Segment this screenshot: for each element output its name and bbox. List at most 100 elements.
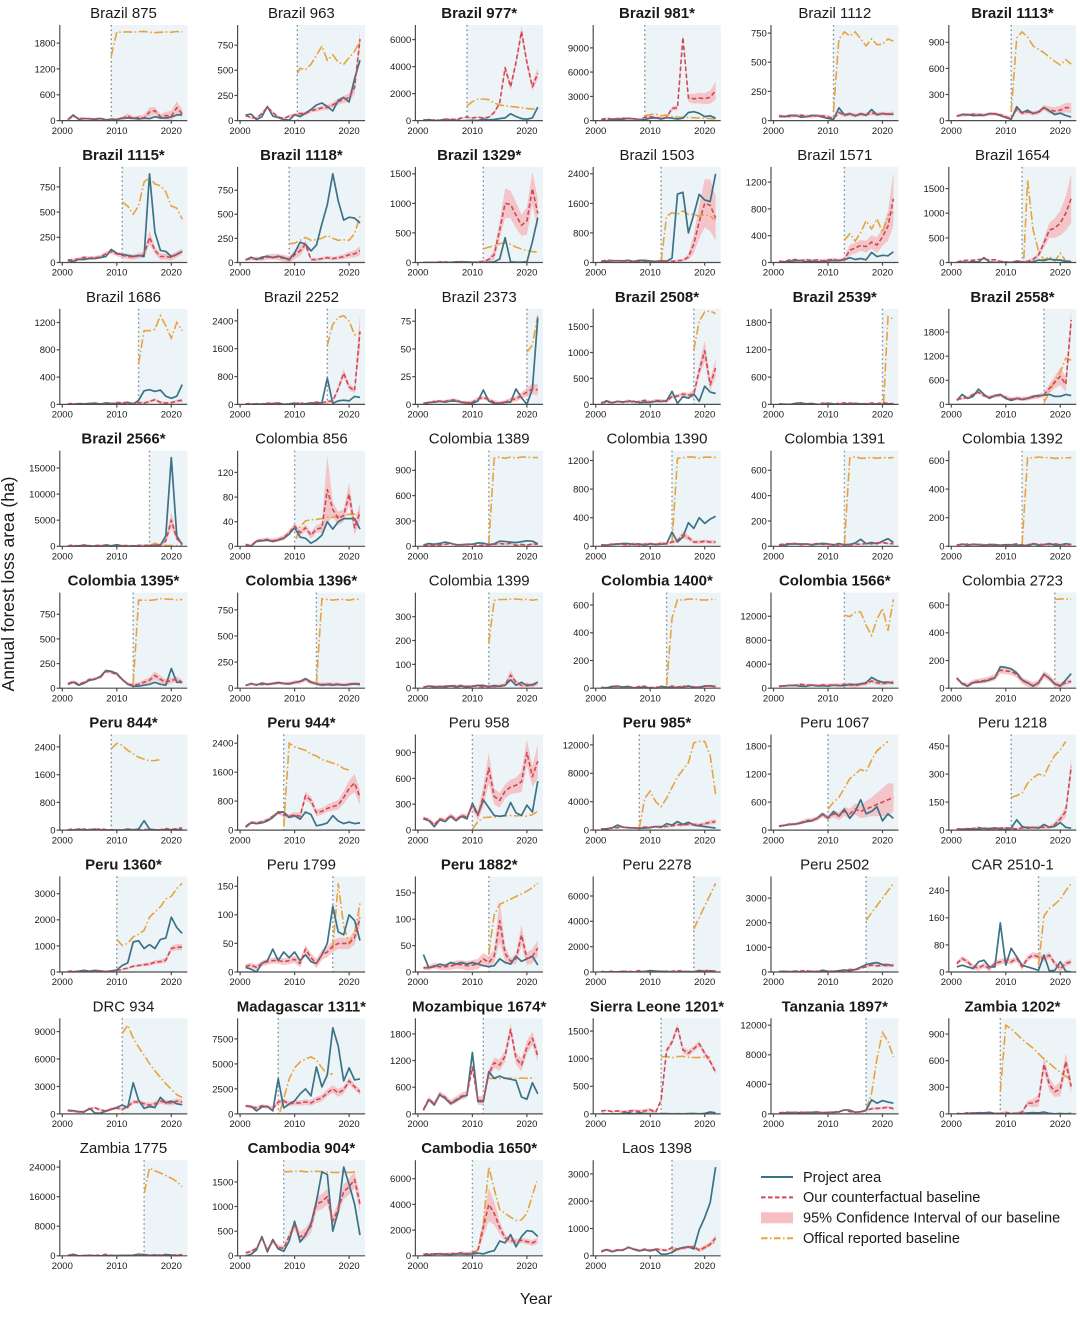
svg-text:Brazil 1113*: Brazil 1113* xyxy=(971,5,1054,22)
svg-text:2000: 2000 xyxy=(585,977,606,988)
svg-text:600: 600 xyxy=(395,774,411,785)
svg-text:150: 150 xyxy=(218,882,234,893)
svg-text:1000: 1000 xyxy=(746,943,767,954)
svg-text:3000: 3000 xyxy=(34,889,55,900)
svg-text:Brazil 1112: Brazil 1112 xyxy=(798,5,871,22)
svg-text:2020: 2020 xyxy=(1050,693,1071,704)
svg-text:500: 500 xyxy=(218,631,234,642)
svg-text:2010: 2010 xyxy=(462,268,483,279)
svg-text:250: 250 xyxy=(218,234,234,245)
svg-text:400: 400 xyxy=(573,628,589,639)
svg-text:600: 600 xyxy=(929,376,945,387)
svg-text:900: 900 xyxy=(395,748,411,759)
svg-text:2010: 2010 xyxy=(995,977,1016,988)
svg-text:500: 500 xyxy=(751,58,767,69)
svg-text:Brazil 2252: Brazil 2252 xyxy=(264,289,339,306)
svg-text:0: 0 xyxy=(228,826,233,837)
svg-text:0: 0 xyxy=(939,116,944,127)
svg-text:750: 750 xyxy=(218,41,234,52)
svg-text:6000: 6000 xyxy=(390,1174,411,1185)
svg-text:2020: 2020 xyxy=(339,410,360,421)
svg-text:2000: 2000 xyxy=(746,918,767,929)
svg-text:2020: 2020 xyxy=(516,126,537,137)
svg-text:800: 800 xyxy=(40,798,56,809)
svg-text:Colombia 2723: Colombia 2723 xyxy=(962,573,1063,590)
svg-text:0: 0 xyxy=(762,258,767,269)
svg-text:2010: 2010 xyxy=(995,410,1016,421)
svg-text:Our counterfactual baseline: Our counterfactual baseline xyxy=(803,1190,980,1206)
svg-text:2010: 2010 xyxy=(462,835,483,846)
svg-text:2010: 2010 xyxy=(284,1261,305,1272)
svg-text:0: 0 xyxy=(584,1251,589,1262)
svg-text:3000: 3000 xyxy=(746,894,767,905)
svg-text:2020: 2020 xyxy=(872,410,893,421)
svg-text:Cambodia 1650*: Cambodia 1650* xyxy=(421,1140,537,1157)
svg-text:0: 0 xyxy=(584,116,589,127)
svg-text:2020: 2020 xyxy=(694,977,715,988)
svg-text:Tanzania 1897*: Tanzania 1897* xyxy=(782,998,889,1015)
svg-text:2020: 2020 xyxy=(694,1119,715,1130)
svg-text:2020: 2020 xyxy=(872,126,893,137)
svg-text:2000: 2000 xyxy=(585,693,606,704)
svg-text:1000: 1000 xyxy=(568,348,589,359)
svg-text:Year: Year xyxy=(520,1291,553,1308)
svg-text:4000: 4000 xyxy=(746,1080,767,1091)
svg-text:2000: 2000 xyxy=(52,835,73,846)
svg-text:4000: 4000 xyxy=(568,797,589,808)
svg-text:3000: 3000 xyxy=(34,1082,55,1093)
svg-text:2010: 2010 xyxy=(284,126,305,137)
svg-text:2020: 2020 xyxy=(161,410,182,421)
svg-text:2000: 2000 xyxy=(585,1261,606,1272)
svg-text:0: 0 xyxy=(406,684,411,695)
svg-text:1000: 1000 xyxy=(390,199,411,210)
svg-text:2020: 2020 xyxy=(872,1119,893,1130)
svg-text:500: 500 xyxy=(40,634,56,645)
svg-text:Peru 844*: Peru 844* xyxy=(89,715,158,732)
svg-text:2000: 2000 xyxy=(390,89,411,100)
svg-text:2010: 2010 xyxy=(462,977,483,988)
svg-text:50: 50 xyxy=(223,939,234,950)
svg-text:Brazil 2558*: Brazil 2558* xyxy=(970,289,1054,306)
svg-text:2010: 2010 xyxy=(284,552,305,563)
svg-text:0: 0 xyxy=(50,1251,55,1262)
svg-text:1200: 1200 xyxy=(568,456,589,467)
svg-text:2010: 2010 xyxy=(817,410,838,421)
svg-text:400: 400 xyxy=(929,485,945,496)
svg-text:1500: 1500 xyxy=(390,169,411,180)
svg-text:250: 250 xyxy=(751,87,767,98)
svg-text:2020: 2020 xyxy=(1050,835,1071,846)
svg-text:240: 240 xyxy=(929,886,945,897)
svg-text:2000: 2000 xyxy=(941,552,962,563)
svg-text:160: 160 xyxy=(929,913,945,924)
svg-text:Brazil 2508*: Brazil 2508* xyxy=(615,289,699,306)
svg-text:2010: 2010 xyxy=(640,693,661,704)
svg-text:80: 80 xyxy=(934,940,945,951)
svg-text:2010: 2010 xyxy=(462,552,483,563)
svg-text:0: 0 xyxy=(584,542,589,553)
svg-text:2010: 2010 xyxy=(284,410,305,421)
svg-text:2010: 2010 xyxy=(462,693,483,704)
svg-text:1000: 1000 xyxy=(34,941,55,952)
svg-text:Brazil 981*: Brazil 981* xyxy=(619,5,695,22)
svg-text:Brazil 875: Brazil 875 xyxy=(90,5,157,22)
svg-text:2000: 2000 xyxy=(763,977,784,988)
svg-text:Peru 1218: Peru 1218 xyxy=(978,715,1047,732)
svg-text:4000: 4000 xyxy=(568,917,589,928)
svg-text:250: 250 xyxy=(218,91,234,102)
svg-text:12000: 12000 xyxy=(563,740,589,751)
svg-text:0: 0 xyxy=(228,1251,233,1262)
svg-text:2020: 2020 xyxy=(872,693,893,704)
svg-text:800: 800 xyxy=(218,797,234,808)
svg-text:Brazil 1115*: Brazil 1115* xyxy=(82,147,165,164)
svg-text:600: 600 xyxy=(395,1083,411,1094)
svg-text:0: 0 xyxy=(584,967,589,978)
svg-text:2000: 2000 xyxy=(585,126,606,137)
svg-text:Colombia 1399: Colombia 1399 xyxy=(429,573,530,590)
svg-text:0: 0 xyxy=(762,684,767,695)
svg-text:2000: 2000 xyxy=(763,1119,784,1130)
svg-text:0: 0 xyxy=(228,1109,233,1120)
svg-text:2020: 2020 xyxy=(161,268,182,279)
svg-text:2000: 2000 xyxy=(407,1261,428,1272)
svg-text:2500: 2500 xyxy=(212,1084,233,1095)
svg-text:Peru 1360*: Peru 1360* xyxy=(85,856,162,873)
